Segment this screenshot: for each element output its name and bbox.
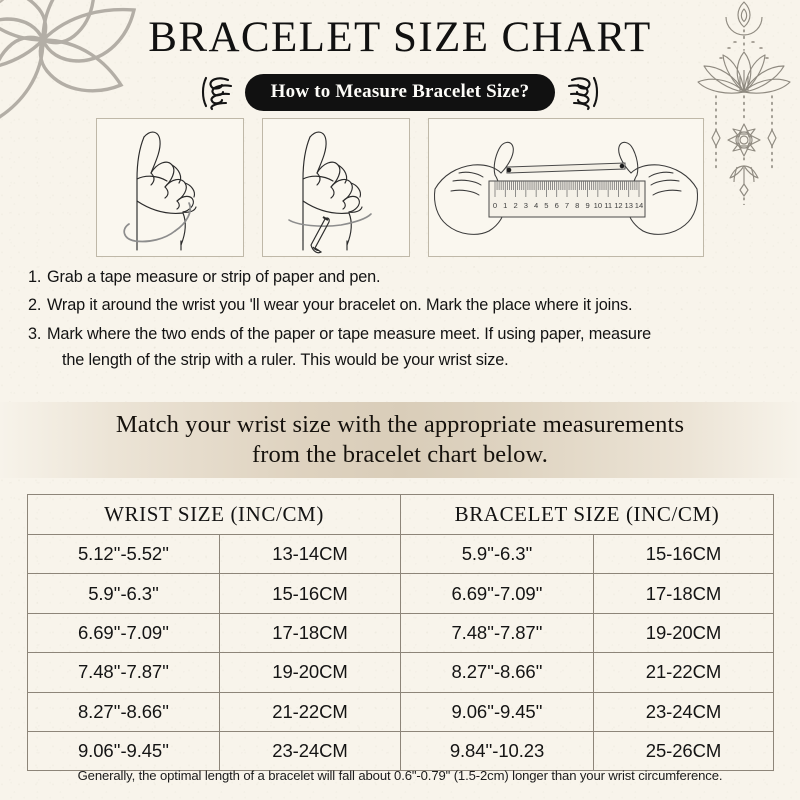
svg-text:2: 2 [513,201,517,210]
table-cell: 13-14CM [219,533,401,575]
illustration-hand-with-tape-measure-loop [96,118,244,257]
step-number: 1. [28,268,42,286]
table-row: 5.9''-6.3'' 15-16CM 6.69''-7.09'' 17-18CM [27,573,774,614]
table-cell: 21-22CM [593,652,774,693]
table-row: 5.12''-5.52'' 13-14CM 5.9''-6.3'' 15-16CM [27,533,774,575]
table-cell: 23-24CM [219,730,401,772]
table-cell: 25-26CM [593,730,774,772]
banner-line-1: Match your wrist size with the appropria… [115,410,685,438]
svg-text:1: 1 [503,201,507,210]
list-item: 2. Wrap it around the wrist you 'll wear… [28,292,776,318]
svg-text:4: 4 [534,201,538,210]
svg-text:11: 11 [604,201,612,210]
svg-text:13: 13 [624,201,632,210]
table-row: 7.48''-7.87'' 19-20CM 8.27''-8.66'' 21-22CM [27,652,774,693]
step-text: Grab a tape measure or strip of paper an… [47,268,381,286]
svg-text:0: 0 [493,201,497,210]
table-cell: 19-20CM [219,652,401,693]
table-header-row: WRIST SIZE (INC/CM) BRACELET SIZE (INC/C… [27,494,774,535]
subtitle-row: How to Measure Bracelet Size? [0,70,800,114]
table-cell: 5.9''-6.3'' [400,533,594,575]
step-text: Mark where the two ends of the paper or … [47,321,776,374]
flourish-swirl-right-icon [568,76,599,111]
svg-text:3: 3 [524,201,528,210]
table-cell: 9.84''-10.23 [400,730,594,772]
table-cell: 8.27''-8.66'' [27,691,220,732]
svg-text:10: 10 [594,201,602,210]
table-cell: 5.9''-6.3'' [27,573,220,614]
table-cell: 15-16CM [593,533,774,575]
step-text-line1: Mark where the two ends of the paper or … [47,324,652,343]
lotus-mandala-ornament [697,1,791,205]
svg-text:7: 7 [565,201,569,210]
table-cell: 9.06''-9.45'' [400,691,594,732]
svg-text:12: 12 [614,201,622,210]
step-text: Wrap it around the wrist you 'll wear yo… [47,296,633,315]
flourish-swirl-left-icon [201,76,232,111]
step-text-line2: the length of the strip with a ruler. Th… [62,351,509,370]
footer-note: Generally, the optimal length of a brace… [77,768,723,783]
column-header-wrist-size: WRIST SIZE (INC/CM) [27,494,401,535]
svg-text:8: 8 [575,201,579,210]
table-cell: 21-22CM [219,691,401,732]
svg-text:9: 9 [585,201,589,210]
table-row: 6.69''-7.09'' 17-18CM 7.48''-7.87'' 19-20CM [27,612,774,654]
illustration-hand-with-tape-and-pen-marking [262,118,410,257]
table-cell: 7.48''-7.87'' [27,652,220,693]
illustration-hands-measuring-paper-strip-with-ruler: 0 1 2 3 4 5 6 7 8 9 10 11 12 13 14 [428,118,704,257]
illustration-panel-group: 0 1 2 3 4 5 6 7 8 9 10 11 12 13 14 [0,118,800,258]
subtitle-pill: How to Measure Bracelet Size? [244,73,556,111]
step-number: 2. [28,296,42,315]
page-title: BRACELET SIZE CHART [148,14,652,61]
table-row: 8.27''-8.66'' 21-22CM 9.06''-9.45'' 23-24CM [27,691,774,732]
table-cell: 15-16CM [219,573,401,614]
table-cell: 8.27''-8.66'' [400,652,594,693]
step-number: 3. [28,324,42,343]
table-cell: 6.69''-7.09'' [400,573,594,614]
table-body: 5.12''-5.52'' 13-14CM 5.9''-6.3'' 15-16CM 5.… [27,533,774,772]
svg-text:6: 6 [555,201,559,210]
list-item: 1. Grab a tape measure or strip of paper… [28,264,776,290]
table-cell: 19-20CM [593,612,774,654]
table-cell: 7.48''-7.87'' [400,612,594,654]
table-cell: 17-18CM [593,573,774,614]
table-cell: 23-24CM [593,691,774,732]
table-cell: 6.69''-7.09'' [27,612,220,654]
mandala-flower-ornament [0,0,137,119]
table-cell: 5.12''-5.52'' [27,533,220,575]
instruction-list: 1. Grab a tape measure or strip of paper… [28,264,776,376]
svg-text:14: 14 [635,201,643,210]
table-cell: 17-18CM [219,612,401,654]
banner-line-2: from the bracelet chart below. [252,441,548,468]
table-cell: 9.06''-9.45'' [27,730,220,772]
list-item: 3. Mark where the two ends of the paper … [28,321,776,374]
column-header-bracelet-size: BRACELET SIZE (INC/CM) [400,494,774,535]
svg-text:5: 5 [544,201,548,210]
match-size-banner: Match your wrist size with the appropria… [0,402,800,478]
size-chart-table: WRIST SIZE (INC/CM) BRACELET SIZE (INC/C… [27,494,774,772]
table-row: 9.06''-9.45'' 23-24CM 9.84''-10.23 25-26CM [27,730,774,772]
